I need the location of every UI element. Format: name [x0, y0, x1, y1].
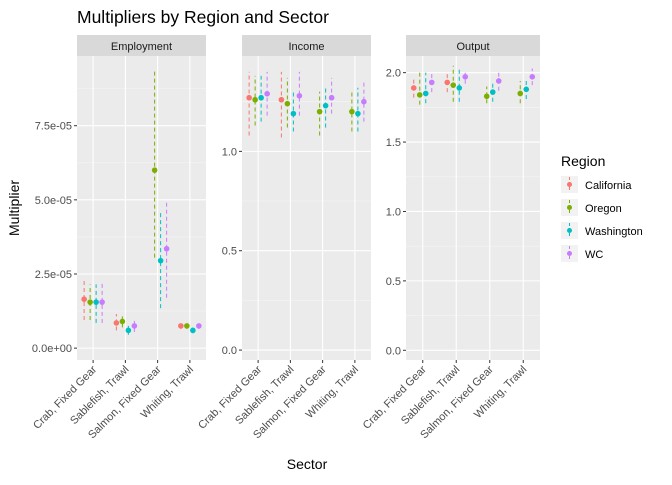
legend-key-point [567, 205, 572, 210]
data-point [252, 96, 258, 103]
data-point [517, 90, 524, 97]
data-point [131, 323, 138, 329]
data-point [113, 320, 120, 326]
data-point [456, 85, 463, 91]
data-point [184, 323, 190, 329]
data-point [361, 98, 367, 105]
panel-background [77, 56, 206, 360]
legend-label: WC [585, 249, 603, 261]
y-tick-label: 2.0 [386, 68, 401, 80]
legend-label: California [585, 180, 632, 192]
data-point [410, 85, 417, 91]
y-tick-label: 1.0 [222, 146, 237, 158]
x-tick-label: Sablefish, Trawl [68, 364, 131, 427]
data-point [151, 167, 158, 173]
data-point [462, 74, 469, 80]
data-point [416, 92, 423, 98]
data-point [264, 90, 270, 97]
data-point [196, 323, 202, 329]
x-axis-title: Sector [287, 456, 328, 472]
data-point [328, 94, 335, 101]
data-point [322, 102, 329, 109]
y-tick-label: 0.5 [222, 246, 237, 258]
y-tick-label: 7.5e-05 [35, 121, 72, 133]
y-tick-label: 0.0 [386, 345, 401, 357]
y-tick-label: 1.5 [386, 137, 401, 149]
data-point [190, 327, 196, 334]
facet-strip-label: Output [456, 41, 489, 53]
data-point [163, 245, 170, 252]
y-tick-label: 2.5e-05 [35, 269, 72, 281]
data-point [119, 318, 126, 325]
legend: Region California Oregon Washington WC [561, 153, 643, 262]
data-point [489, 89, 496, 95]
legend-label: Washington [585, 226, 643, 238]
data-point [523, 86, 530, 93]
data-point [349, 108, 355, 115]
data-point [450, 82, 457, 88]
data-point [290, 110, 297, 117]
legend-title: Region [561, 153, 605, 169]
data-point [258, 94, 264, 101]
data-point [81, 296, 87, 303]
data-point [428, 79, 435, 86]
data-point [296, 92, 303, 99]
data-point [157, 257, 164, 264]
data-point [284, 100, 291, 107]
legend-key-point [567, 182, 572, 187]
legend-label: Oregon [585, 203, 622, 215]
data-point [529, 74, 536, 80]
y-tick-label: 1.0 [386, 206, 401, 218]
data-point [422, 90, 429, 97]
panel-background [242, 56, 371, 360]
x-tick-label: Sablefish, Trawl [399, 364, 462, 427]
y-tick-label: 0.0e+00 [32, 343, 72, 355]
legend-key-point [567, 251, 572, 256]
y-tick-label: 0.5 [386, 276, 401, 288]
facet-strip [242, 35, 371, 56]
data-point [483, 93, 490, 100]
legend-key-point [567, 228, 572, 233]
data-point [444, 79, 451, 86]
data-point [178, 323, 184, 329]
y-axis-title: Multiplier [6, 180, 22, 236]
data-point [99, 299, 105, 305]
facet-strip-label: Employment [111, 41, 172, 53]
data-point [495, 78, 502, 84]
y-tick-label: 0.0 [222, 345, 237, 357]
facet-strip [77, 35, 206, 56]
facet-strip-label: Income [288, 41, 324, 53]
data-point [125, 327, 132, 334]
data-point [316, 108, 323, 115]
data-point [355, 110, 361, 117]
data-point [278, 96, 285, 103]
chart-title: Multipliers by Region and Sector [77, 7, 329, 27]
data-point [246, 94, 252, 101]
data-point [93, 299, 99, 305]
y-tick-label: 5.0e-05 [35, 195, 72, 207]
x-tick-label: Sablefish, Trawl [233, 364, 296, 427]
data-point [87, 299, 93, 305]
facet-strip [406, 35, 540, 56]
panel-background [406, 56, 540, 360]
